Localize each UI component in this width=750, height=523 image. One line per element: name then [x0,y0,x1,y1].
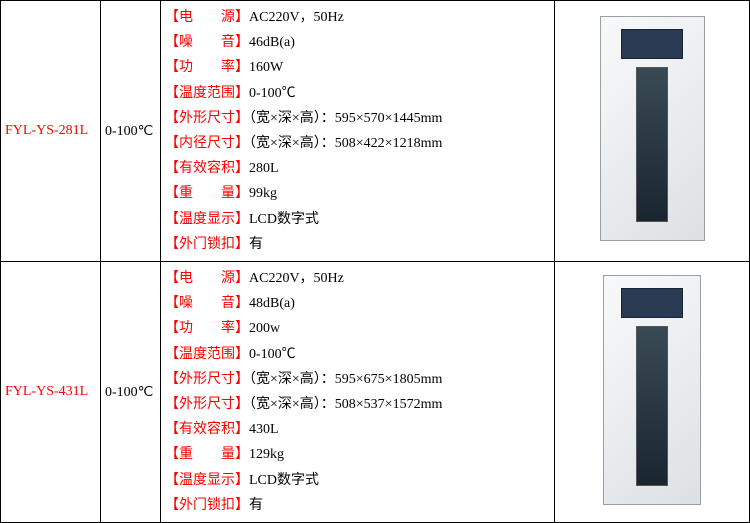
spec-line: 【噪 音】48dB(a) [165,291,550,316]
product-image [603,275,701,505]
spec-label: 【功 率】 [165,321,249,336]
spec-label: 【重 量】 [165,447,249,462]
spec-label: 【温度显示】 [165,212,249,227]
spec-line: 【外门锁扣】有 [165,232,550,257]
spec-line: 【功 率】160W [165,55,550,80]
spec-table: FYL-YS-281L0-100℃【电 源】AC220V，50Hz【噪 音】46… [0,0,750,523]
spec-value: 129kg [249,447,284,462]
temp-range-cell: 0-100℃ [101,1,161,262]
spec-label: 【电 源】 [165,10,249,25]
spec-label: 【温度范围】 [165,347,249,362]
spec-value: 48dB(a) [249,296,295,311]
spec-value: 有 [249,237,263,252]
spec-label: 【外形尺寸】 [165,397,249,412]
model-cell: FYL-YS-281L [1,1,101,262]
temp-range-cell: 0-100℃ [101,262,161,523]
spec-value: （宽×深×高）：508×422×1218mm [249,136,442,151]
table-row: FYL-YS-431L0-100℃【电 源】AC220V，50Hz【噪 音】48… [1,262,750,523]
image-cell [555,262,750,523]
spec-label: 【外形尺寸】 [165,372,249,387]
spec-value: （宽×深×高）：595×675×1805mm [249,372,442,387]
spec-line: 【温度显示】LCD数字式 [165,207,550,232]
spec-line: 【功 率】200w [165,316,550,341]
spec-line: 【外形尺寸】（宽×深×高）：508×537×1572mm [165,392,550,417]
model-text: FYL-YS-431L [5,384,88,399]
spec-line: 【外形尺寸】（宽×深×高）：595×675×1805mm [165,367,550,392]
spec-value: LCD数字式 [249,473,319,488]
spec-value: 0-100℃ [249,347,296,362]
spec-line: 【电 源】AC220V，50Hz [165,5,550,30]
spec-label: 【电 源】 [165,271,249,286]
spec-label: 【有效容积】 [165,422,249,437]
temp-range-text: 0-100℃ [105,385,153,400]
spec-label: 【温度范围】 [165,86,249,101]
spec-label: 【有效容积】 [165,161,249,176]
spec-label: 【外门锁扣】 [165,237,249,252]
spec-label: 【外门锁扣】 [165,498,249,513]
spec-line: 【重 量】99kg [165,181,550,206]
spec-value: AC220V，50Hz [249,10,344,25]
product-image [600,16,705,241]
spec-line: 【有效容积】280L [165,156,550,181]
model-text: FYL-YS-281L [5,123,88,138]
table-row: FYL-YS-281L0-100℃【电 源】AC220V，50Hz【噪 音】46… [1,1,750,262]
spec-line: 【温度显示】LCD数字式 [165,468,550,493]
spec-value: 46dB(a) [249,35,295,50]
model-cell: FYL-YS-431L [1,262,101,523]
spec-line: 【重 量】129kg [165,442,550,467]
spec-value: 0-100℃ [249,86,296,101]
spec-cell: 【电 源】AC220V，50Hz【噪 音】48dB(a)【功 率】200w【温度… [161,262,555,523]
spec-value: （宽×深×高）：595×570×1445mm [249,111,442,126]
spec-label: 【内径尺寸】 [165,136,249,151]
spec-value: AC220V，50Hz [249,271,344,286]
temp-range-text: 0-100℃ [105,124,153,139]
spec-value: 有 [249,498,263,513]
spec-value: 99kg [249,186,277,201]
spec-label: 【重 量】 [165,186,249,201]
spec-label: 【功 率】 [165,60,249,75]
spec-label: 【温度显示】 [165,473,249,488]
spec-line: 【温度范围】0-100℃ [165,81,550,106]
spec-value: 430L [249,422,279,437]
spec-value: 280L [249,161,279,176]
spec-value: （宽×深×高）：508×537×1572mm [249,397,442,412]
spec-line: 【外门锁扣】有 [165,493,550,518]
spec-line: 【外形尺寸】（宽×深×高）：595×570×1445mm [165,106,550,131]
spec-line: 【噪 音】46dB(a) [165,30,550,55]
image-cell [555,1,750,262]
spec-line: 【内径尺寸】（宽×深×高）：508×422×1218mm [165,131,550,156]
spec-cell: 【电 源】AC220V，50Hz【噪 音】46dB(a)【功 率】160W【温度… [161,1,555,262]
spec-line: 【有效容积】430L [165,417,550,442]
spec-label: 【外形尺寸】 [165,111,249,126]
spec-label: 【噪 音】 [165,296,249,311]
spec-label: 【噪 音】 [165,35,249,50]
spec-value: 160W [249,60,283,75]
spec-value: LCD数字式 [249,212,319,227]
spec-line: 【温度范围】0-100℃ [165,342,550,367]
spec-value: 200w [249,321,280,336]
spec-line: 【电 源】AC220V，50Hz [165,266,550,291]
